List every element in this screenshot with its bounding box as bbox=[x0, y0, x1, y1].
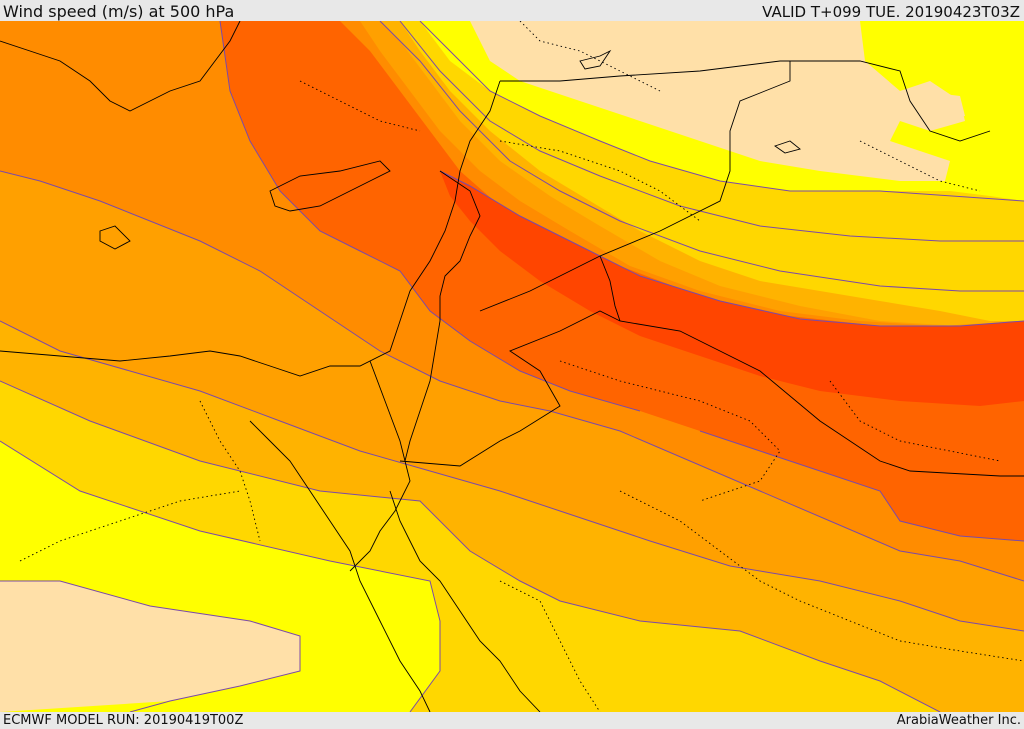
band-lowest-southwest bbox=[0, 581, 300, 712]
wind-contours bbox=[0, 21, 1024, 712]
borders bbox=[0, 21, 1024, 712]
credit: ArabiaWeather Inc. bbox=[896, 713, 1021, 728]
internal-boundaries bbox=[19, 21, 1024, 712]
band-strongest bbox=[440, 171, 1024, 406]
map-footer: ECMWF MODEL RUN: 20190419T00Z ArabiaWeat… bbox=[0, 712, 1024, 729]
valid-time: VALID T+099 TUE. 20190423T03Z bbox=[762, 3, 1020, 21]
wind-speed-map bbox=[0, 21, 1024, 712]
map-title: Wind speed (m/s) at 500 hPa bbox=[3, 2, 235, 21]
map-header: Wind speed (m/s) at 500 hPa VALID T+099 … bbox=[0, 0, 1024, 21]
model-run: ECMWF MODEL RUN: 20190419T00Z bbox=[3, 713, 244, 728]
band-lowest-northeast-spot bbox=[915, 91, 965, 121]
islands bbox=[99, 49, 801, 250]
